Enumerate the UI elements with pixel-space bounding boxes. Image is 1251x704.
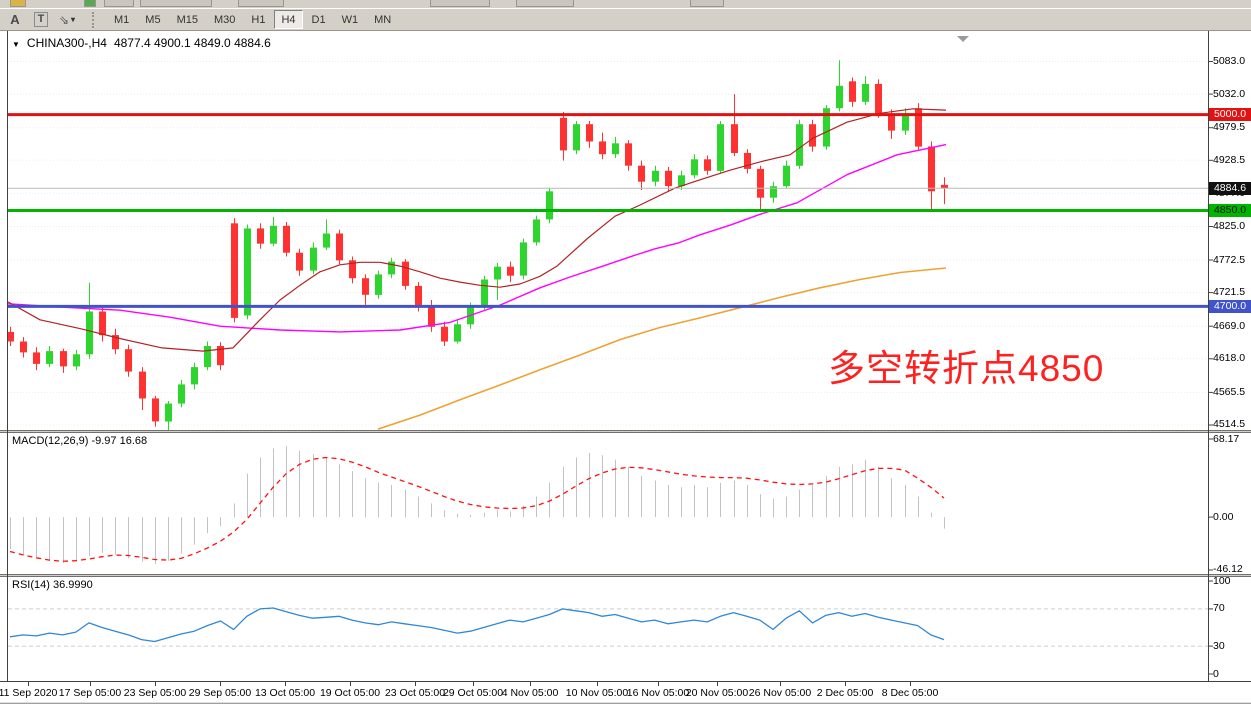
toolbar-separator <box>92 11 100 28</box>
text-tool-button[interactable]: T <box>30 10 52 29</box>
clipped-toolbar-button <box>430 0 490 7</box>
arrows-tool-icon: ⇘ <box>58 12 70 27</box>
text-box-icon: T <box>33 12 49 27</box>
timeframe-button-h4[interactable]: H4 <box>274 10 303 29</box>
clipped-toolbar-button <box>10 0 26 7</box>
clipped-toolbar-button <box>104 0 134 7</box>
timeframe-button-h1[interactable]: H1 <box>251 13 266 26</box>
timeframe-button-w1[interactable]: W1 <box>341 13 359 26</box>
chevron-down-icon: ▾ <box>71 15 76 24</box>
clipped-toolbar-button <box>238 0 284 7</box>
arrows-dropdown-button[interactable]: ⇘ ▾ <box>56 10 78 29</box>
timeframe-button-m15[interactable]: M15 <box>176 13 198 26</box>
timeframe-button-mn[interactable]: MN <box>374 13 392 26</box>
clipped-toolbar-button <box>516 0 574 7</box>
chart-window <box>0 31 1251 704</box>
price-chart-canvas <box>0 31 1251 704</box>
timeframe-button-m5[interactable]: M5 <box>145 13 161 26</box>
clipped-toolbar-button <box>84 0 96 7</box>
letter-a-icon: A <box>10 12 20 27</box>
chart-toolbar: A T ⇘ ▾ M1 M5 M15 M30 H1 H4 D1 W1 MN <box>0 8 1251 31</box>
timeframe-button-d1[interactable]: D1 <box>311 13 326 26</box>
timeframe-button-m1[interactable]: M1 <box>114 13 130 26</box>
timeframe-button-m30[interactable]: M30 <box>213 13 236 26</box>
clipped-toolbar-button <box>690 0 724 7</box>
timeframe-button-group: M1 M5 M15 M30 H1 H4 D1 W1 MN <box>106 10 399 29</box>
text-label-tool-button[interactable]: A <box>4 10 26 29</box>
clipped-toolbar-button <box>140 0 212 7</box>
clipped-upper-toolbar <box>0 0 1251 8</box>
